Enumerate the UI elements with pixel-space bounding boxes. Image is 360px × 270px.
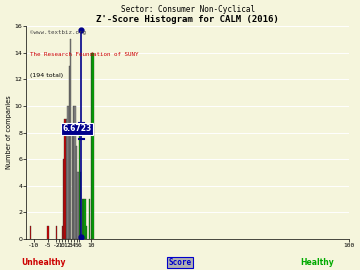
Bar bbox=[79, 133, 80, 239]
Bar bbox=[63, 159, 64, 239]
Bar bbox=[56, 226, 57, 239]
Text: Healthy: Healthy bbox=[300, 258, 334, 267]
Text: (194 total): (194 total) bbox=[30, 73, 63, 78]
Y-axis label: Number of companies: Number of companies bbox=[5, 96, 12, 169]
Text: 6.6723: 6.6723 bbox=[62, 124, 92, 133]
Bar bbox=[47, 226, 49, 239]
Bar bbox=[82, 199, 83, 239]
Bar bbox=[64, 119, 66, 239]
Bar bbox=[69, 66, 70, 239]
Bar bbox=[72, 133, 73, 239]
Bar bbox=[73, 106, 74, 239]
Text: Unhealthy: Unhealthy bbox=[21, 258, 66, 267]
Bar bbox=[77, 173, 78, 239]
Bar bbox=[86, 226, 87, 239]
Bar bbox=[89, 199, 90, 239]
Bar bbox=[62, 226, 63, 239]
Text: ©www.textbiz.org: ©www.textbiz.org bbox=[30, 30, 86, 35]
Bar bbox=[93, 53, 94, 239]
Bar bbox=[67, 106, 69, 239]
Bar bbox=[85, 199, 86, 239]
Bar bbox=[83, 199, 84, 239]
Bar bbox=[80, 173, 81, 239]
Title: Z'-Score Histogram for CALM (2016): Z'-Score Histogram for CALM (2016) bbox=[96, 15, 279, 24]
Bar bbox=[76, 146, 77, 239]
Bar bbox=[91, 53, 92, 239]
Text: Sector: Consumer Non-Cyclical: Sector: Consumer Non-Cyclical bbox=[121, 5, 255, 14]
Text: Score: Score bbox=[168, 258, 192, 267]
Bar bbox=[30, 226, 31, 239]
Bar bbox=[75, 106, 76, 239]
Bar bbox=[66, 119, 67, 239]
Text: The Research Foundation of SUNY: The Research Foundation of SUNY bbox=[30, 52, 138, 56]
Bar bbox=[70, 39, 71, 239]
